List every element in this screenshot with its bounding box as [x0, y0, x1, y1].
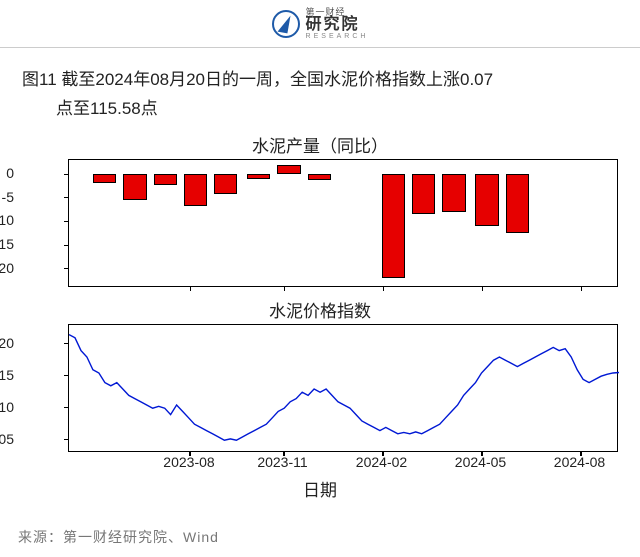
chart2-ytick-label: 120 — [0, 335, 14, 351]
chart1-title: 水泥产量（同比） — [22, 132, 618, 157]
caption-line1: 图11 截至2024年08月20日的一周，全国水泥价格指数上涨0.07 — [22, 70, 493, 89]
chart1-plot — [68, 159, 618, 287]
chart2-ytick-label: 115 — [0, 367, 14, 383]
chart1-ytick-label: -5 — [0, 189, 14, 205]
chart2-ytick-label: 110 — [0, 399, 14, 415]
logo-text: 第一财经 研究院 RESEARCH — [306, 8, 369, 40]
chart1-bar — [506, 174, 529, 233]
chart1-bar — [154, 174, 177, 185]
caption-line2: 点至115.58点 — [22, 95, 618, 124]
x-tick-label: 2024-08 — [554, 454, 605, 470]
chart1-bar — [277, 165, 300, 174]
chart-area: 水泥产量（同比） 0-5-10-15-20 水泥价格指数 10511011512… — [22, 132, 618, 501]
x-tick-label: 2023-08 — [163, 454, 214, 470]
logo-en: RESEARCH — [306, 33, 369, 40]
x-axis-label: 日期 — [22, 476, 618, 501]
header-logo: 第一财经 研究院 RESEARCH — [0, 0, 640, 48]
x-tick-label: 2024-05 — [455, 454, 506, 470]
x-ticks: 2023-08 2023-11 2024-02 2024-05 2024-08 — [68, 452, 618, 474]
chart2-yticks: 105110115120 — [16, 324, 62, 452]
chart1-bar — [93, 174, 116, 183]
chart1-bar — [214, 174, 237, 194]
chart1-ytick-label: -20 — [0, 260, 14, 276]
chart1-bar — [442, 174, 465, 212]
figure-caption: 图11 截至2024年08月20日的一周，全国水泥价格指数上涨0.07 点至11… — [0, 48, 640, 130]
chart1-bar — [184, 174, 207, 206]
chart1-bar — [308, 174, 331, 180]
chart1-bar — [412, 174, 435, 214]
logo-big: 研究院 — [306, 17, 369, 33]
x-tick-label: 2024-02 — [356, 454, 407, 470]
chart2-ytick-label: 105 — [0, 431, 14, 447]
chart1-bar — [123, 174, 146, 200]
chart2-plot — [68, 324, 618, 452]
chart1-ytick-label: -10 — [0, 212, 14, 228]
logo-icon — [272, 10, 300, 38]
chart2-title: 水泥价格指数 — [22, 297, 618, 322]
chart1-ytick-label: -15 — [0, 236, 14, 252]
chart1-bar — [247, 174, 270, 179]
chart1-yticks: 0-5-10-15-20 — [16, 159, 62, 287]
chart2-line — [69, 325, 619, 453]
chart1-bar — [382, 174, 405, 278]
source-text: 来源：第一财经研究院、Wind — [18, 527, 219, 547]
chart1-ytick-label: 0 — [0, 165, 14, 181]
x-tick-label: 2023-11 — [257, 454, 307, 470]
chart1-bar — [475, 174, 498, 226]
